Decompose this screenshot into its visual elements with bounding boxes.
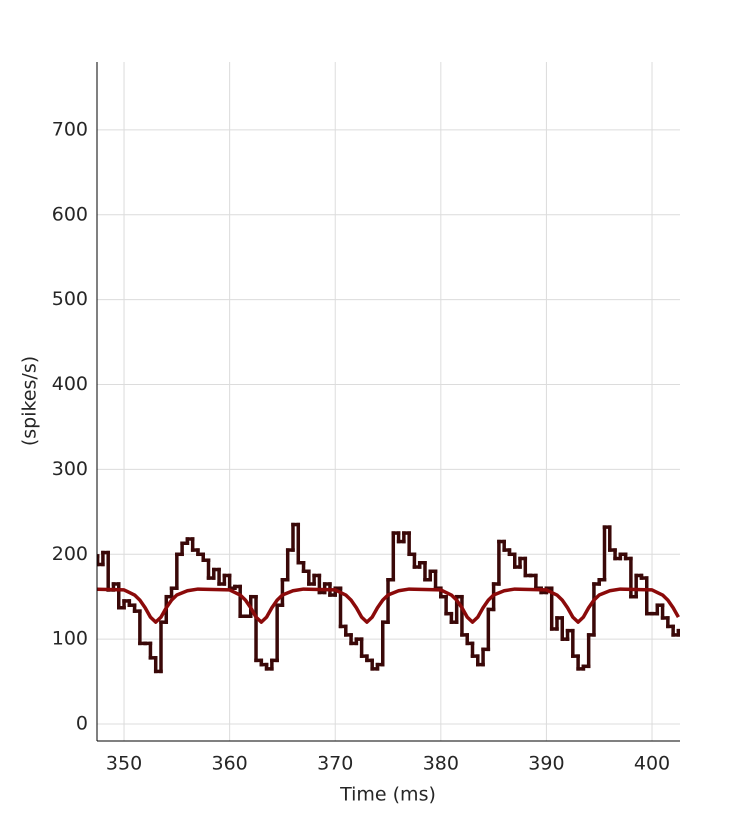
x-tick-label: 400 — [634, 753, 670, 775]
y-tick-label: 200 — [52, 543, 88, 565]
x-tick-label: 350 — [106, 753, 142, 775]
x-tick-label: 370 — [317, 753, 353, 775]
x-tick-label: 360 — [211, 753, 247, 775]
y-tick-label: 600 — [52, 203, 88, 225]
y-axis-label: (spikes/s) — [19, 356, 41, 446]
x-tick-label: 380 — [423, 753, 459, 775]
x-tick-label: 390 — [528, 753, 564, 775]
y-tick-label: 400 — [52, 373, 88, 395]
y-tick-label: 300 — [52, 458, 88, 480]
y-tick-label: 500 — [52, 288, 88, 310]
x-axis-label: Time (ms) — [339, 784, 436, 806]
rate-curve — [97, 587, 680, 624]
y-tick-label: 100 — [52, 628, 88, 650]
y-tick-label: 700 — [52, 118, 88, 140]
plot-area — [97, 522, 680, 674]
y-tick-label: 0 — [76, 713, 88, 735]
